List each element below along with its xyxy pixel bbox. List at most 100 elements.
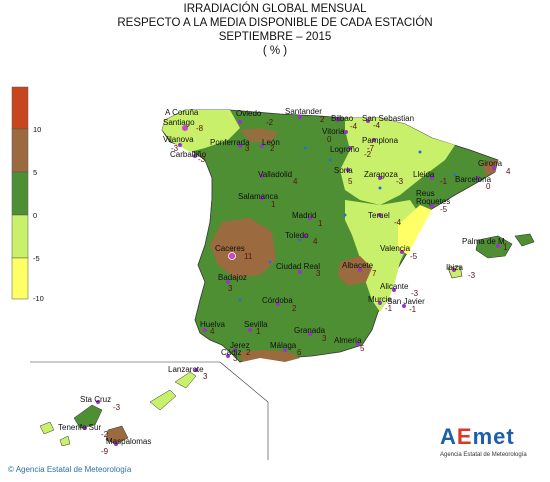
station-value: 2 [246, 348, 251, 357]
station-value: 6 [297, 348, 302, 357]
copyright-icon: © [8, 465, 14, 474]
station-label: Albacete [342, 261, 374, 270]
station-label: Toledo [285, 231, 309, 240]
station-value: 3 [245, 144, 250, 153]
station-label: Valladolid [258, 170, 292, 179]
station-value: 1 [318, 219, 323, 228]
station-label: Reus [416, 189, 435, 198]
station-value: 2 [270, 144, 275, 153]
station-value: -8 [196, 124, 204, 133]
station-value: -5 [410, 252, 418, 261]
station-value: 2 [320, 115, 325, 124]
station-value: -1 [409, 305, 417, 314]
station-value: -7 [367, 144, 375, 153]
station-value: -4 [350, 122, 358, 131]
legend-tick-minus5: -5 [33, 254, 40, 263]
station-label: Maspalomas [106, 437, 151, 446]
station-value: -3 [198, 155, 206, 164]
station-label: Teruel [368, 211, 390, 220]
balearic-islands [447, 233, 535, 279]
station-value: 3 [228, 284, 233, 293]
station-value: 3 [316, 269, 321, 278]
station-label: Vitoria [322, 127, 345, 136]
station-label: Vilanova [163, 135, 194, 144]
station-value: 7 [372, 269, 377, 278]
station-value: 11 [244, 252, 253, 261]
station-label: Sevilla [244, 320, 268, 329]
legend-tick-0: 0 [33, 211, 37, 220]
station-value: 1 [256, 327, 261, 336]
station-value: 0 [486, 182, 491, 191]
map-title-line4: ( % ) [262, 45, 288, 57]
station-label: Carballiño [170, 150, 207, 159]
station-label: A Coruña [165, 108, 199, 117]
station-value: 5 [348, 177, 353, 186]
station-label: Huelva [200, 320, 225, 329]
station-label: Tenerife Sur [58, 423, 101, 432]
station-label: Málaga [270, 341, 297, 350]
station-label: Girona [478, 159, 503, 168]
station-value: -2 [364, 150, 372, 159]
logo-subtitle: Agencia Estatal de Meteorología [440, 452, 527, 458]
station-value: 2 [292, 304, 297, 313]
station-label: Lanzarote [168, 365, 204, 374]
station-label: San Sebastian [362, 114, 414, 123]
station-label: Lleida [413, 170, 435, 179]
station-label: Cádiz [221, 348, 241, 357]
station-label: Badajoz [218, 273, 247, 282]
station-label: Logroño [330, 145, 360, 154]
station-label: Santander [285, 107, 322, 116]
station-value: -2 [101, 430, 109, 439]
station-label: Roquetes [416, 197, 450, 206]
aemet-logo: AEmet Agencia Estatal de Meteorología [440, 424, 527, 458]
station-label: San Javier [387, 297, 425, 306]
station-value: -1 [440, 177, 448, 186]
station-label: Ibiza [446, 263, 463, 272]
peninsula-map [161, 109, 499, 363]
station-value: -3 [396, 177, 404, 186]
footer-agency: © Agencia Estatal de Meteorología [8, 465, 132, 474]
legend-tick-10: 10 [33, 125, 41, 134]
station-value: -3 [468, 271, 476, 280]
station-label: Alicante [380, 282, 409, 291]
station-value: -9 [101, 447, 109, 456]
station-label: Pamplona [362, 136, 399, 145]
color-legend: 10 5 0 -5 -10 [11, 86, 44, 303]
station-value: 0 [327, 135, 332, 144]
station-label: Madrid [292, 211, 316, 220]
station-label: Jerez [230, 341, 250, 350]
station-label: Sta Cruz [80, 395, 111, 404]
station-label: Salamanca [238, 192, 279, 201]
station-label: Almería [334, 336, 362, 345]
station-label: Caceres [215, 244, 245, 253]
station-label: Valencia [380, 244, 411, 253]
station-label: Córdoba [262, 296, 293, 305]
station-value: 4 [506, 167, 511, 176]
legend-tick-minus10: -10 [33, 294, 44, 303]
station-value: 3 [203, 372, 208, 381]
map-title-line3: SEPTIEMBRE – 2015 [218, 31, 332, 43]
station-label: Palma de M. [462, 237, 507, 246]
station-label: Soria [334, 166, 353, 175]
station-value: 4 [313, 237, 318, 246]
station-layer: A Coruña Santiago -8 Vilanova -3 Carball… [58, 107, 511, 456]
coast-markers [238, 146, 457, 302]
station-value: -3 [411, 289, 419, 298]
station-value: 1 [503, 243, 508, 252]
station-value: -3 [171, 144, 179, 153]
station-label: Ciudad Real [276, 262, 320, 271]
map-title-line1: IRRADIACIÓN GLOBAL MENSUAL [183, 3, 367, 15]
station-value: -5 [440, 205, 448, 214]
station-label: Oviedo [236, 109, 262, 118]
station-label: Bilbao [331, 114, 354, 123]
station-value: -1 [385, 304, 393, 313]
station-label: Barcelona [455, 175, 492, 184]
canary-islands [30, 361, 269, 460]
station-label: Murcia [368, 295, 393, 304]
station-value: -4 [394, 218, 402, 227]
station-value: 1 [271, 200, 276, 209]
station-value: 5 [360, 344, 365, 353]
station-value: 3 [322, 334, 327, 343]
